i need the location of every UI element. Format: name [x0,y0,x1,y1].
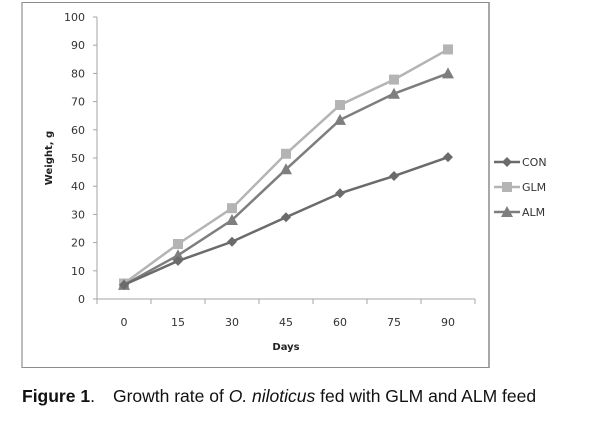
data-point-glm [443,44,453,55]
data-point-alm [172,249,184,261]
data-point-glm [281,148,291,159]
legend-marker-square [502,182,512,192]
x-axis-title: Days [272,342,299,353]
y-tick-label: 20 [71,237,85,250]
data-point-con [443,152,453,163]
caption-text-after: fed with GLM and ALM feed [315,386,537,406]
x-tick-label: 75 [387,316,401,329]
x-axis-ticks: 0 15 30 45 60 75 90 [96,299,476,329]
legend-item-alm: ALM [494,206,545,219]
data-point-con [335,188,345,199]
x-tick-label: 0 [121,316,128,329]
y-tick-label: 100 [64,11,85,24]
y-tick-label: 10 [71,265,85,278]
legend-label: ALM [522,206,545,219]
caption-figure-label: Figure 1 [22,386,91,406]
legend-marker-triangle [501,206,513,217]
line-chart: 0 10 20 30 40 50 60 70 80 90 100 0 15 30 45 60 75 90 Day… [44,11,547,353]
legend-label: GLM [522,181,546,194]
series-alm [118,67,454,290]
data-point-glm [227,203,237,214]
x-tick-label: 45 [279,316,293,329]
y-tick-label: 40 [71,180,85,193]
caption-text-before: Growth rate of [112,386,229,406]
x-tick-label: 30 [225,316,239,329]
y-tick-label: 80 [71,67,85,80]
legend: CON GLM ALM [494,156,547,219]
y-tick-label: 70 [71,96,85,109]
y-axis-title: Weight, g [44,131,55,185]
data-point-con [389,171,399,182]
data-point-glm [389,74,399,85]
data-point-con [281,212,291,223]
legend-marker-diamond [502,157,512,167]
legend-label: CON [522,156,547,169]
series-line-alm [123,72,449,286]
data-point-con [227,236,237,247]
y-axis-ticks: 0 10 20 30 40 50 60 70 80 90 100 [64,11,97,306]
data-point-alm [442,67,454,79]
y-tick-label: 60 [71,124,85,137]
legend-item-glm: GLM [494,181,546,194]
data-point-con [119,279,129,290]
data-point-con [173,255,183,266]
data-point-alm [388,87,400,99]
series-con [119,152,453,290]
figure-caption: Figure 1. Growth rate of O. niloticus fed… [22,385,582,407]
caption-species: O. niloticus [228,386,316,406]
x-tick-label: 60 [333,316,347,329]
data-point-glm [173,239,183,250]
caption-label-punct: . [90,386,95,406]
x-tick-label: 90 [441,316,455,329]
x-tick-label: 15 [171,316,185,329]
data-point-alm [226,214,238,226]
legend-item-con: CON [494,156,547,169]
y-tick-label: 50 [71,152,85,165]
data-point-alm [280,163,292,175]
y-tick-label: 90 [71,39,85,52]
y-tick-label: 0 [78,293,85,306]
y-tick-label: 30 [71,208,85,221]
data-point-alm [334,113,346,125]
data-point-glm [335,99,345,110]
series-layer [118,44,454,290]
